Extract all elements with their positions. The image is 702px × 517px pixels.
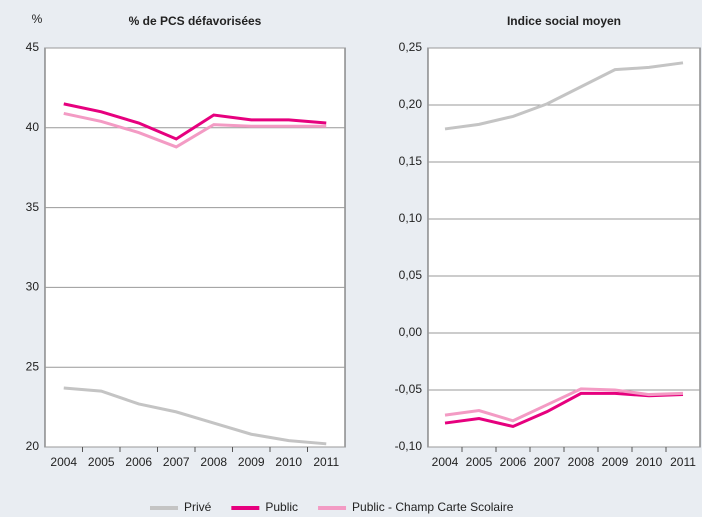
line [63, 386, 327, 446]
plot-area [427, 47, 701, 448]
x-tick-label: 2010 [275, 455, 302, 469]
x-tick-label: 2004 [50, 455, 77, 469]
x-tick-label: 2006 [125, 455, 152, 469]
x-tick-label: 2005 [466, 455, 493, 469]
y-tick-label: 45 [26, 40, 40, 54]
x-tick-label: 2007 [534, 455, 561, 469]
y-tick-label: 0,20 [399, 97, 423, 111]
y-tick-label: 25 [26, 359, 40, 373]
x-tick-label: 2008 [200, 455, 227, 469]
y-tick-label: 0,10 [399, 211, 423, 225]
y-tick-label: 35 [26, 200, 40, 214]
x-tick-label: 2010 [636, 455, 663, 469]
x-tick-label: 2008 [568, 455, 595, 469]
y-tick-label: -0,05 [395, 382, 423, 396]
chart-title: Indice social moyen [507, 14, 621, 28]
x-tick-label: 2007 [163, 455, 190, 469]
y-tick-label: 0,00 [399, 325, 423, 339]
y-axis-label: % [32, 12, 43, 26]
y-tick-label: 0,15 [399, 154, 423, 168]
plot-area [44, 47, 346, 448]
legend-label: Privé [184, 500, 212, 514]
chart-title: % de PCS défavorisées [129, 14, 262, 28]
line [444, 391, 684, 429]
y-tick-label: 30 [26, 280, 40, 294]
x-tick-label: 2009 [238, 455, 265, 469]
y-tick-label: 0,25 [399, 40, 423, 54]
x-tick-label: 2011 [313, 455, 339, 469]
line [63, 102, 327, 141]
legend-label: Public - Champ Carte Scolaire [352, 500, 514, 514]
line [444, 61, 684, 131]
x-tick-label: 2011 [670, 455, 696, 469]
line [63, 111, 327, 149]
y-tick-label: 40 [26, 120, 40, 134]
x-tick-label: 2009 [602, 455, 629, 469]
x-tick-label: 2005 [88, 455, 115, 469]
line [444, 387, 684, 423]
y-tick-label: 20 [26, 439, 40, 453]
x-tick-label: 2004 [432, 455, 459, 469]
legend-label: Public [265, 500, 298, 514]
y-tick-label: -0,10 [395, 439, 423, 453]
x-tick-label: 2006 [500, 455, 527, 469]
y-tick-label: 0,05 [399, 268, 423, 282]
